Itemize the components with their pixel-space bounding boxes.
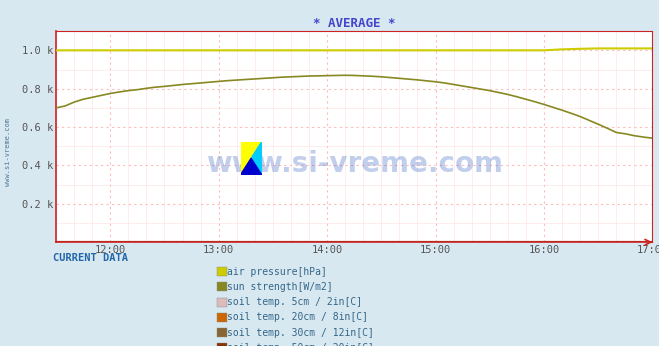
Text: www.si-vreme.com: www.si-vreme.com bbox=[5, 118, 11, 186]
Text: www.si-vreme.com: www.si-vreme.com bbox=[206, 150, 503, 178]
Text: soil temp. 5cm / 2in[C]: soil temp. 5cm / 2in[C] bbox=[227, 297, 362, 307]
Polygon shape bbox=[241, 142, 262, 175]
Text: CURRENT DATA: CURRENT DATA bbox=[53, 253, 128, 263]
Text: soil temp. 50cm / 20in[C]: soil temp. 50cm / 20in[C] bbox=[227, 343, 374, 346]
Title: * AVERAGE *: * AVERAGE * bbox=[313, 17, 395, 30]
Text: soil temp. 30cm / 12in[C]: soil temp. 30cm / 12in[C] bbox=[227, 328, 374, 337]
Text: soil temp. 20cm / 8in[C]: soil temp. 20cm / 8in[C] bbox=[227, 312, 368, 322]
Text: sun strength[W/m2]: sun strength[W/m2] bbox=[227, 282, 333, 292]
Text: air pressure[hPa]: air pressure[hPa] bbox=[227, 267, 328, 276]
Polygon shape bbox=[251, 142, 262, 175]
Polygon shape bbox=[241, 158, 262, 175]
